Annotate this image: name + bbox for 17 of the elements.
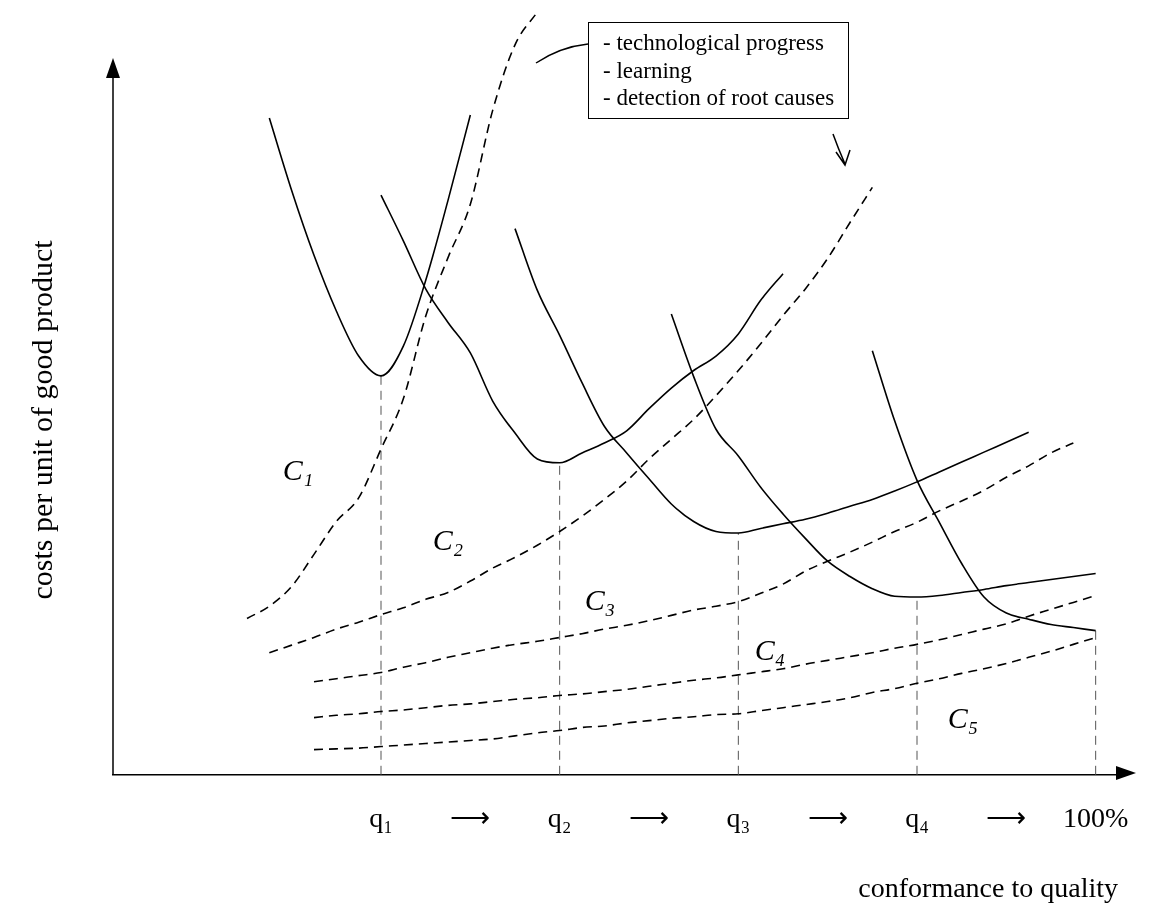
annotation: - technological progress - learning - detection of root causes: [588, 22, 850, 119]
x-tick-label: ⟶: [807, 801, 848, 833]
x-tick-label: q₄: [905, 801, 929, 833]
x-tick-label: ⟶: [986, 801, 1027, 833]
annotation: C₄: [754, 633, 786, 667]
x-tick-label: ⟶: [450, 801, 491, 833]
x-tick-label: q₁: [369, 801, 393, 833]
annotation: C₁: [282, 453, 314, 487]
x-axis-title: conformance to quality: [858, 871, 1118, 903]
annotation: C₃: [584, 583, 616, 617]
x-tick-label: q₃: [726, 801, 751, 833]
x-tick-label: q₂: [547, 801, 572, 833]
annotation: C₅: [947, 701, 979, 735]
annotation: C₂: [432, 523, 464, 557]
y-axis-title: costs per unit of good product: [25, 240, 59, 600]
x-tick-label: ⟶: [629, 801, 669, 833]
x-tick-label: 100%: [1063, 801, 1129, 833]
